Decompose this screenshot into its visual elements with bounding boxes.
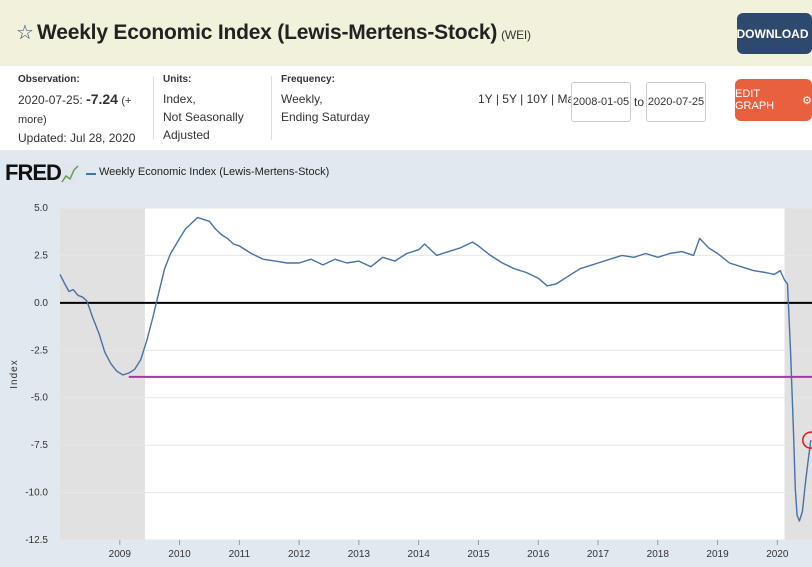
range-separator: |: [520, 92, 524, 106]
series-id: (WEI): [501, 28, 531, 42]
y-tick-label: -2.5: [31, 345, 49, 356]
frequency-label: Frequency:: [281, 74, 335, 85]
divider: [271, 76, 272, 140]
observation-more-link[interactable]: (+ more): [18, 95, 132, 126]
legend-swatch: [86, 173, 96, 175]
page-title: Weekly Economic Index (Lewis-Mertens-Sto…: [37, 21, 531, 45]
favorite-star-icon[interactable]: ☆: [16, 22, 34, 44]
observation-label: Observation:: [18, 74, 80, 85]
range-separator: |: [495, 92, 499, 106]
units-block: Units: Index, Not Seasonally Adjusted: [163, 74, 273, 144]
end-date-input[interactable]: 2020-07-25: [646, 82, 706, 122]
y-axis-title: Index: [9, 359, 20, 388]
recession-band: [60, 208, 145, 540]
y-tick-label: -10.0: [25, 488, 48, 499]
x-tick-label: 2009: [109, 549, 132, 560]
divider: [153, 76, 154, 140]
x-tick-label: 2020: [766, 549, 789, 560]
y-tick-label: 2.5: [34, 250, 48, 261]
y-tick-label: -7.5: [31, 440, 49, 451]
edit-graph-label: EDIT GRAPH: [735, 88, 775, 112]
date-to-label: to: [634, 95, 645, 109]
range-separator: |: [551, 92, 555, 106]
x-tick-label: 2013: [348, 549, 371, 560]
gear-icon: ⚙: [802, 94, 812, 107]
x-tick-label: 2018: [647, 549, 670, 560]
range-10y-link[interactable]: 10Y: [526, 92, 548, 106]
x-tick-label: 2012: [288, 549, 311, 560]
download-button[interactable]: DOWNLOAD: [737, 13, 812, 54]
page-title-text: Weekly Economic Index (Lewis-Mertens-Sto…: [37, 21, 498, 44]
frequency-line1: Weekly,: [281, 92, 323, 106]
x-tick-label: 2016: [527, 549, 550, 560]
range-5y-link[interactable]: 5Y: [502, 92, 517, 106]
x-tick-label: 2011: [229, 549, 251, 560]
start-date-input[interactable]: 2008-01-05: [571, 82, 631, 122]
fred-logo: FRED: [5, 160, 62, 185]
x-tick-label: 2014: [408, 549, 431, 560]
units-line2: Not Seasonally Adjusted: [163, 110, 244, 142]
updated-date: Updated: Jul 28, 2020: [18, 131, 136, 145]
x-tick-label: 2019: [706, 549, 729, 560]
y-tick-label: -12.5: [25, 535, 48, 546]
plot-background: [60, 208, 812, 540]
x-tick-label: 2010: [168, 549, 191, 560]
observation-value: -7.24: [86, 91, 118, 107]
download-label: DOWNLOAD: [736, 26, 809, 41]
x-tick-label: 2017: [587, 549, 610, 560]
fred-chart-icon: [61, 163, 79, 185]
y-tick-label: 5.0: [34, 203, 48, 214]
series-line: [59, 216, 812, 522]
y-tick-label: 0.0: [34, 298, 48, 309]
observation-block: Observation: 2020-07-25: -7.24 (+ more) …: [18, 74, 158, 145]
range-links: 1Y | 5Y | 10Y | Max: [478, 92, 580, 106]
observation-date: 2020-07-25:: [18, 93, 83, 107]
line-chart: 5.0 2.5 0.0 -2.5 -5.0 -7.5 -10.0 -12.5 2009 2010 2…: [9, 203, 812, 560]
recession-band: [784, 208, 812, 540]
x-tick-label: 2015: [467, 549, 490, 560]
frequency-line2: Ending Saturday: [281, 110, 370, 124]
units-line1: Index,: [163, 92, 196, 106]
frequency-block: Frequency: Weekly, Ending Saturday: [281, 74, 381, 144]
y-tick-label: -5.0: [31, 393, 49, 404]
range-1y-link[interactable]: 1Y: [478, 92, 493, 106]
legend-label: Weekly Economic Index (Lewis-Mertens-Sto…: [99, 166, 330, 178]
highlight-marker: [802, 431, 812, 450]
edit-graph-button[interactable]: EDIT GRAPH ⚙: [735, 79, 812, 121]
units-label: Units:: [163, 74, 192, 85]
title-bar: [0, 0, 812, 66]
